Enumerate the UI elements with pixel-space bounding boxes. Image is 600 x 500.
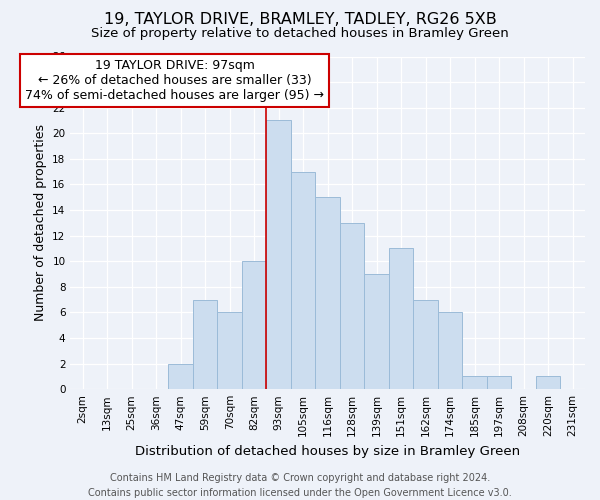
Bar — [340, 223, 364, 389]
Bar — [389, 248, 413, 389]
Text: Size of property relative to detached houses in Bramley Green: Size of property relative to detached ho… — [91, 28, 509, 40]
Text: Contains HM Land Registry data © Crown copyright and database right 2024.
Contai: Contains HM Land Registry data © Crown c… — [88, 472, 512, 498]
Bar — [291, 172, 316, 389]
Bar — [217, 312, 242, 389]
Bar — [438, 312, 463, 389]
Bar — [536, 376, 560, 389]
X-axis label: Distribution of detached houses by size in Bramley Green: Distribution of detached houses by size … — [135, 444, 520, 458]
Text: 19, TAYLOR DRIVE, BRAMLEY, TADLEY, RG26 5XB: 19, TAYLOR DRIVE, BRAMLEY, TADLEY, RG26 … — [104, 12, 496, 28]
Bar — [266, 120, 291, 389]
Bar — [463, 376, 487, 389]
Bar — [413, 300, 438, 389]
Bar — [242, 261, 266, 389]
Bar — [487, 376, 511, 389]
Text: 19 TAYLOR DRIVE: 97sqm
← 26% of detached houses are smaller (33)
74% of semi-det: 19 TAYLOR DRIVE: 97sqm ← 26% of detached… — [25, 59, 324, 102]
Bar — [364, 274, 389, 389]
Y-axis label: Number of detached properties: Number of detached properties — [34, 124, 47, 322]
Bar — [193, 300, 217, 389]
Bar — [169, 364, 193, 389]
Bar — [316, 197, 340, 389]
